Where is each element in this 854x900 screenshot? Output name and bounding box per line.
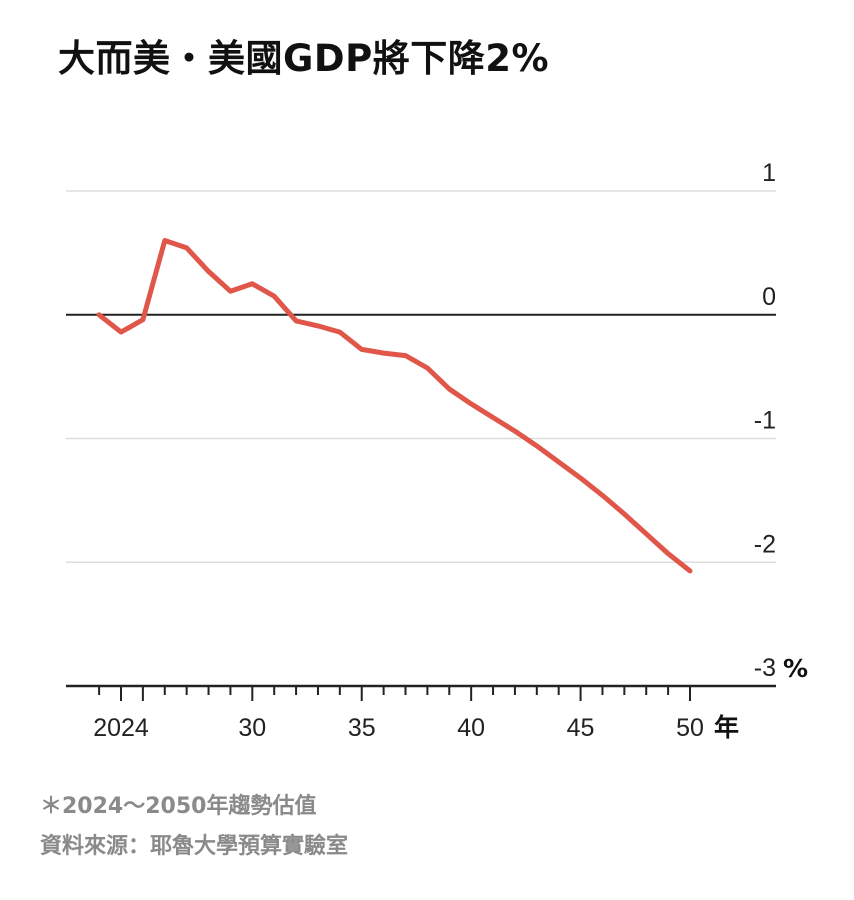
y-tick-label: -1	[754, 407, 776, 435]
x-tick-label: 2024	[93, 714, 149, 742]
x-tick-label: 50	[676, 714, 704, 742]
gridlines	[66, 190, 776, 564]
chart-title: 大而美・美國GDP將下降2%	[58, 37, 550, 80]
x-axis-unit: 年	[714, 713, 739, 742]
series-line	[96, 238, 693, 574]
y-tick-label: 0	[762, 283, 776, 311]
y-axis-unit: %	[783, 654, 808, 683]
source-note: 資料來源：耶魯大學預算實驗室	[40, 834, 349, 859]
x-tick-label: 40	[457, 714, 485, 742]
y-tick-labels: 1 0 -1 -2 -3	[754, 159, 776, 682]
line-chart: 1 0 -1 -2 -3 2024 30 35 40 45 50 % 年	[66, 159, 808, 742]
x-tick-label: 35	[348, 714, 376, 742]
x-tick-labels: 2024 30 35 40 45 50	[93, 714, 704, 742]
y-tick-label: 1	[762, 159, 776, 187]
y-tick-label: -3	[754, 654, 776, 682]
series-layer	[96, 238, 693, 574]
x-tick-label: 30	[238, 714, 266, 742]
y-tick-label: -2	[754, 530, 776, 558]
x-tick-label: 45	[567, 714, 595, 742]
footnote: ＊2024～2050年趨勢估值	[40, 794, 317, 819]
x-axis	[66, 684, 776, 701]
